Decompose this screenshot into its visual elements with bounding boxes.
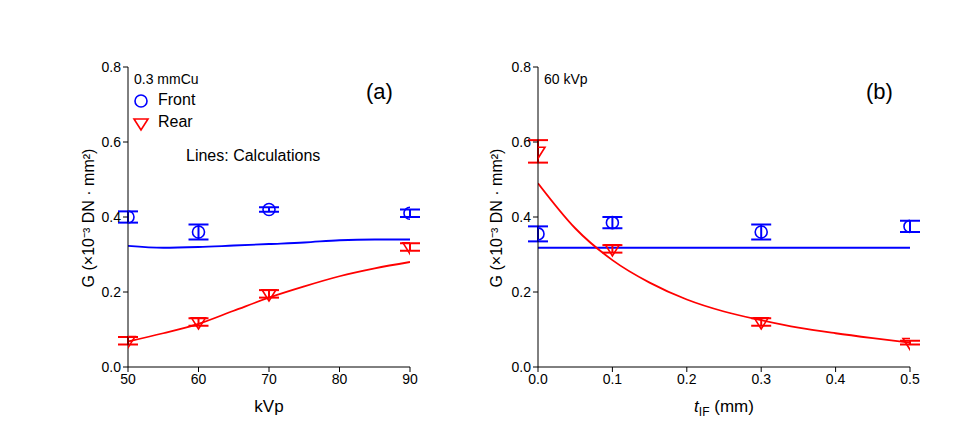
- svg-text:50: 50: [120, 371, 136, 387]
- html-text:tIF(mm): tIF(mm): [694, 397, 754, 420]
- svg-text:70: 70: [261, 371, 277, 387]
- html-text:(b): (b): [866, 79, 893, 104]
- html-text:Lines: Calculations: Lines: Calculations: [186, 147, 321, 164]
- svg-text:0.6: 0.6: [512, 134, 532, 150]
- svg-text:0.0: 0.0: [528, 371, 548, 387]
- html-text:kVp: kVp: [254, 397, 284, 416]
- svg-text:0.2: 0.2: [512, 284, 532, 300]
- svg-text:60: 60: [191, 371, 207, 387]
- html-text:Front: Front: [158, 91, 196, 108]
- svg-text:90: 90: [402, 371, 418, 387]
- html-text:0.3 mmCu: 0.3 mmCu: [134, 71, 199, 87]
- svg-text:0.0: 0.0: [102, 359, 122, 375]
- svg-text:80: 80: [332, 371, 348, 387]
- html-text:G (×10⁻³ DN · mm²): G (×10⁻³ DN · mm²): [80, 148, 97, 288]
- svg-text:0.4: 0.4: [512, 209, 532, 225]
- svg-text:0.8: 0.8: [102, 59, 122, 75]
- svg-text:0.4: 0.4: [102, 209, 122, 225]
- svg-text:0.6: 0.6: [102, 134, 122, 150]
- html-text:G (×10⁻³ DN · mm²): G (×10⁻³ DN · mm²): [488, 148, 505, 288]
- svg-text:0.8: 0.8: [512, 59, 532, 75]
- svg-text:0.1: 0.1: [603, 371, 623, 387]
- svg-text:0.2: 0.2: [677, 371, 697, 387]
- html-text:(a): (a): [366, 79, 393, 104]
- html-text:Rear: Rear: [158, 113, 193, 130]
- svg-text:0.3: 0.3: [751, 371, 771, 387]
- svg-text:0.2: 0.2: [102, 284, 122, 300]
- svg-text:0.0: 0.0: [512, 359, 532, 375]
- html-text:60 kVp: 60 kVp: [544, 71, 588, 87]
- svg-text:0.4: 0.4: [826, 371, 846, 387]
- svg-text:0.5: 0.5: [900, 371, 920, 387]
